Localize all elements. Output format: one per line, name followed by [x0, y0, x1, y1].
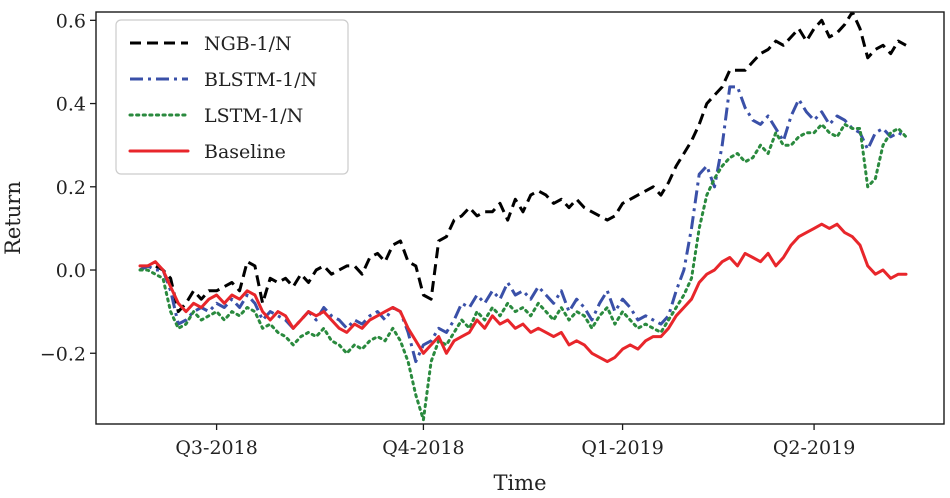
y-axis-label: Return: [1, 181, 25, 255]
legend-label-ngb-1-n: NGB-1/N: [204, 33, 292, 55]
x-axis-ticks: Q3-2018 Q4-2018 Q1-2019 Q2-2019: [175, 424, 855, 459]
legend-box: [115, 19, 349, 175]
legend: NGB-1/N BLSTM-1/N LSTM-1/N Baseline: [115, 19, 349, 175]
series-layer: [138, 12, 908, 422]
series-line-ngb-1-n: [139, 12, 907, 314]
y-tick-label: 0.2: [56, 177, 86, 199]
legend-label-lstm-1-n: LSTM-1/N: [204, 105, 303, 127]
series-line-lstm-1-n: [138, 122, 908, 422]
x-tick-label: Q2-2019: [773, 437, 855, 459]
x-tick-label: Q4-2018: [382, 437, 464, 459]
series-line-baseline: [138, 222, 908, 364]
y-axis-ticks: −0.2 0.0 0.2 0.4 0.6: [40, 10, 96, 365]
series-line-blstm-1-n: [139, 85, 907, 364]
y-tick-label: −0.2: [40, 343, 86, 365]
x-tick-label: Q3-2018: [175, 437, 257, 459]
legend-label-baseline: Baseline: [204, 141, 286, 163]
x-tick-label: Q1-2019: [581, 437, 663, 459]
plot-area-frame: [95, 11, 945, 425]
y-tick-label: 0.0: [56, 260, 86, 282]
y-tick-label: 0.4: [56, 94, 86, 116]
y-tick-label: 0.6: [56, 10, 86, 32]
x-axis-label: Time: [493, 471, 546, 495]
legend-label-blstm-1-n: BLSTM-1/N: [204, 69, 317, 91]
